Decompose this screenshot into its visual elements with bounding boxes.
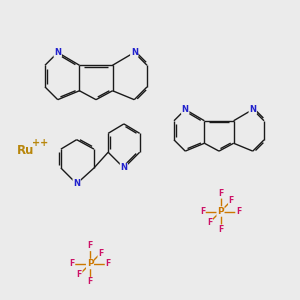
Text: P: P xyxy=(217,207,224,216)
Text: F: F xyxy=(98,249,104,258)
Text: F: F xyxy=(87,278,93,286)
Text: N: N xyxy=(249,105,256,114)
Text: P: P xyxy=(87,260,93,268)
Text: F: F xyxy=(76,270,82,279)
Text: F: F xyxy=(218,189,223,198)
Text: N: N xyxy=(120,164,128,172)
Text: F: F xyxy=(207,218,212,227)
Text: ++: ++ xyxy=(32,137,49,148)
Text: F: F xyxy=(229,196,234,205)
Text: F: F xyxy=(69,260,75,268)
Text: N: N xyxy=(54,48,61,57)
Text: F: F xyxy=(105,260,111,268)
Text: F: F xyxy=(218,225,223,234)
Text: N: N xyxy=(73,179,80,188)
Text: Ru: Ru xyxy=(17,143,34,157)
Text: F: F xyxy=(200,207,205,216)
Text: N: N xyxy=(182,105,189,114)
Text: F: F xyxy=(236,207,241,216)
Text: F: F xyxy=(87,242,93,250)
Text: N: N xyxy=(131,48,138,57)
